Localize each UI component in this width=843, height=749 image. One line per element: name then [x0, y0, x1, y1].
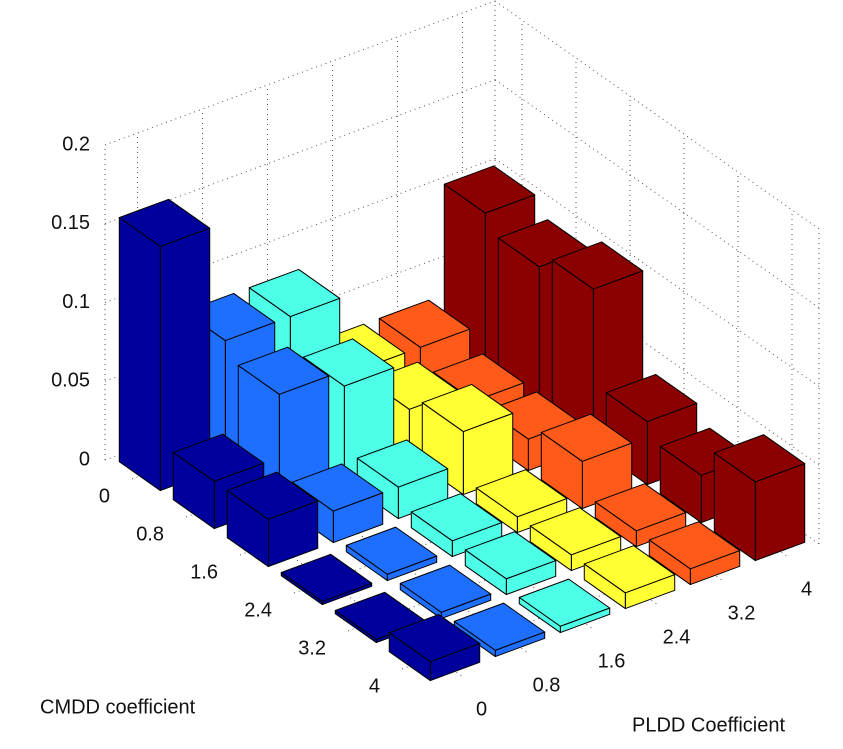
bar-top	[421, 383, 514, 433]
bar-top	[594, 483, 687, 532]
z-tick-label: 0.05	[51, 370, 90, 392]
bar	[648, 521, 741, 586]
bar	[583, 545, 676, 610]
bar-top	[226, 471, 319, 520]
bar-top	[345, 526, 438, 575]
y-tick-label: 4	[801, 578, 812, 600]
bar	[453, 602, 546, 658]
bar-side	[118, 217, 161, 492]
bar-top	[410, 493, 503, 542]
bar-top	[464, 531, 557, 580]
bar	[529, 507, 622, 572]
bar-top	[388, 614, 481, 663]
bar-top	[291, 463, 384, 512]
bar-top	[248, 268, 341, 318]
bar-top	[529, 507, 622, 556]
x-tick-label: 0	[99, 485, 110, 507]
bar	[226, 471, 319, 568]
bar	[464, 531, 557, 596]
y-tick-label: 0	[476, 698, 487, 720]
x-tick-label: 2.4	[244, 599, 272, 621]
bar-top	[551, 241, 644, 290]
bar-top	[118, 198, 211, 247]
bar-top	[172, 433, 265, 482]
grid-line	[494, 158, 820, 387]
bar	[518, 578, 611, 634]
bar	[475, 469, 568, 534]
grid-line	[494, 236, 820, 466]
x-tick-label: 1.6	[190, 561, 218, 583]
floor-line	[202, 423, 527, 653]
bar-top	[583, 545, 676, 594]
x-tick-label: 4	[369, 675, 380, 697]
grid-line	[494, 0, 820, 230]
bar-top	[399, 564, 492, 613]
bar-top	[356, 439, 449, 488]
bar-top	[443, 165, 536, 214]
y-tick-label: 3.2	[728, 602, 756, 624]
y-tick-label: 1.6	[598, 650, 626, 672]
bar	[594, 483, 687, 548]
bar	[388, 614, 481, 682]
bar-top	[648, 521, 741, 570]
x-tick-label: 3.2	[298, 637, 326, 659]
bar	[399, 564, 492, 620]
bar-top	[302, 338, 395, 387]
grid-line	[104, 0, 496, 146]
x-axis-label: CMDD coefficient	[40, 696, 196, 718]
bar	[345, 526, 438, 582]
bar-top	[605, 373, 698, 423]
bar-top	[475, 469, 568, 518]
bar-top	[713, 434, 806, 483]
bar	[713, 434, 806, 562]
y-axis-label: PLDD Coefficient	[632, 714, 785, 736]
bar-top	[518, 578, 611, 627]
bar	[280, 553, 373, 606]
z-tick-label: 0.15	[51, 212, 90, 234]
z-tick-label: 0	[79, 448, 90, 470]
bar-top	[540, 413, 633, 462]
bar-top	[453, 602, 546, 651]
bar-top	[280, 553, 373, 602]
z-tick-label: 0.1	[62, 291, 90, 313]
grid-line	[494, 79, 820, 309]
z-tick-label: 0.2	[62, 133, 90, 155]
bar	[410, 493, 503, 558]
floor-line	[267, 399, 592, 629]
x-tick-label: 0.8	[136, 523, 164, 545]
bar	[540, 413, 633, 510]
bar-top	[378, 299, 471, 348]
y-tick-label: 0.8	[533, 674, 561, 696]
bar	[118, 198, 211, 492]
y-tick-label: 2.4	[663, 626, 691, 648]
bar-top	[237, 346, 330, 395]
